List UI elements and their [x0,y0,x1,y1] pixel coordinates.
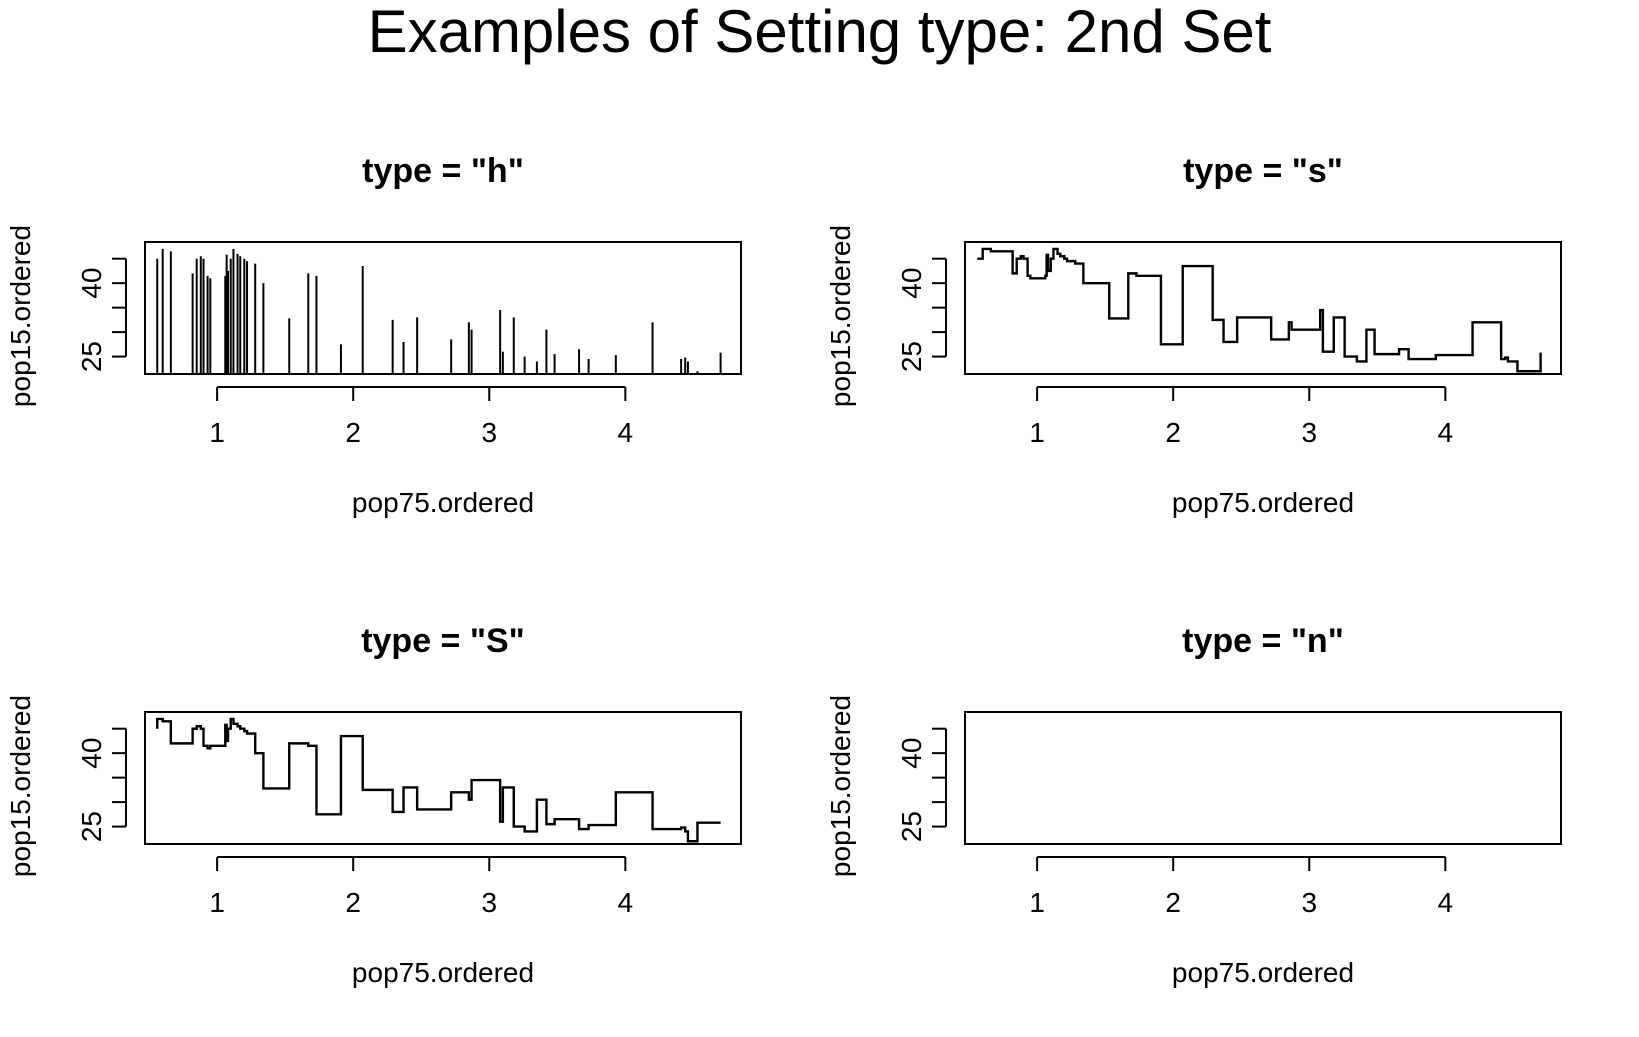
x-axis-label: pop75.ordered [1172,487,1354,518]
plot-frame [144,241,742,375]
chart-panel-type-n: type = "n" pop75.ordered pop15.ordered 1 2 3 4… [825,622,1562,988]
x-tick-label: 2 [345,887,361,918]
panel-title: type = "S" [361,622,525,660]
y-tick-label: 25 [76,811,107,842]
plot-frame [964,711,1562,845]
x-axis-label: pop75.ordered [352,487,534,518]
x-tick-label: 3 [481,887,497,918]
y-axis-label: pop15.ordered [825,695,856,877]
y-tick-label: 40 [896,268,927,299]
y-tick-label: 40 [76,738,107,769]
chart-panel-type-S: type = "S" pop75.ordered pop15.ordered 1 2 3 4… [5,622,742,988]
x-tick-label: 1 [1029,417,1045,448]
step-series-line [156,717,721,843]
y-axis-label: pop15.ordered [5,695,36,877]
x-tick-label: 3 [1301,417,1317,448]
x-tick-label: 4 [1438,887,1454,918]
panel-title: type = "s" [1183,152,1343,190]
chart-panel-type-h: type = "h" pop75.ordered pop15.ordered 1 2 3 4… [5,152,742,518]
y-tick-label: 25 [76,341,107,372]
y-tick-label: 25 [896,341,927,372]
x-tick-label: 1 [209,417,225,448]
x-tick-label: 4 [1438,417,1454,448]
x-tick-label: 2 [1165,887,1181,918]
page-title: Examples of Setting type: 2nd Set [367,0,1272,65]
x-tick-label: 4 [618,887,634,918]
plot-frame [964,241,1562,375]
x-tick-label: 2 [1165,417,1181,448]
plot-frame [144,711,742,845]
chart-panel-type-s: type = "s" pop75.ordered pop15.ordered 1 2 3 4… [825,152,1562,518]
panel-title: type = "h" [362,152,524,190]
panel-title: type = "n" [1182,622,1344,660]
x-tick-label: 1 [209,887,225,918]
x-tick-label: 2 [345,417,361,448]
y-axis-label: pop15.ordered [5,225,36,407]
x-axis-label: pop75.ordered [352,957,534,988]
y-tick-label: 40 [896,738,927,769]
y-axis-label: pop15.ordered [825,225,856,407]
x-tick-label: 1 [1029,887,1045,918]
x-axis-label: pop75.ordered [1172,957,1354,988]
y-tick-label: 40 [76,268,107,299]
x-tick-label: 4 [618,417,634,448]
x-tick-label: 3 [481,417,497,448]
step-series-line [977,247,1542,373]
x-tick-label: 3 [1301,887,1317,918]
y-tick-label: 25 [896,811,927,842]
